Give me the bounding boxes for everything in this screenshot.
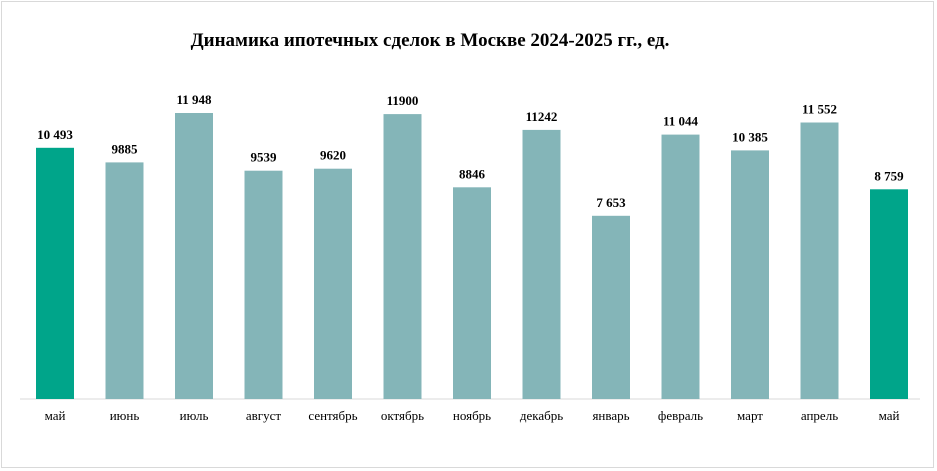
- x-tick-label-2: июль: [180, 408, 209, 423]
- bar-1: [105, 162, 144, 399]
- data-label-1: 9885: [112, 141, 139, 156]
- data-label-9: 11 044: [663, 114, 699, 129]
- x-tick-label-3: август: [246, 408, 282, 423]
- bar-7: [522, 129, 561, 399]
- x-tick-label-11: апрель: [801, 408, 838, 423]
- x-tick-label-12: май: [879, 408, 900, 423]
- bar-10: [731, 150, 769, 399]
- bar-12: [870, 189, 908, 399]
- data-label-12: 8 759: [874, 168, 904, 183]
- x-tick-label-4: сентябрь: [308, 408, 357, 423]
- x-tick-label-0: май: [45, 408, 66, 423]
- bar-2: [175, 113, 213, 399]
- data-label-6: 8846: [459, 166, 486, 181]
- bar-11: [800, 122, 839, 399]
- chart-title: Динамика ипотечных сделок в Москве 2024-…: [190, 30, 670, 51]
- data-label-0: 10 493: [37, 127, 73, 142]
- bar-0: [36, 147, 74, 399]
- bar-3: [244, 170, 283, 399]
- bar-4: [314, 168, 352, 399]
- data-label-10: 10 385: [732, 129, 768, 144]
- data-label-8: 7 653: [596, 195, 626, 210]
- x-tick-label-6: ноябрь: [453, 408, 491, 423]
- data-label-5: 11900: [387, 93, 419, 108]
- data-label-2: 11 948: [176, 92, 212, 107]
- bar-8: [592, 215, 630, 399]
- bar-6: [453, 187, 491, 399]
- x-tick-label-7: декабрь: [520, 408, 563, 423]
- x-tick-label-5: октябрь: [381, 408, 424, 423]
- x-tick-label-8: январь: [592, 408, 629, 423]
- x-tick-label-10: март: [737, 408, 763, 423]
- data-label-7: 11242: [526, 109, 558, 124]
- bar-9: [661, 134, 700, 399]
- x-tick-label-9: февраль: [658, 408, 703, 423]
- x-tick-label-1: июнь: [110, 408, 140, 423]
- data-label-11: 11 552: [802, 102, 837, 117]
- data-label-3: 9539: [251, 150, 278, 165]
- data-label-4: 9620: [320, 148, 346, 163]
- bar-5: [383, 114, 422, 399]
